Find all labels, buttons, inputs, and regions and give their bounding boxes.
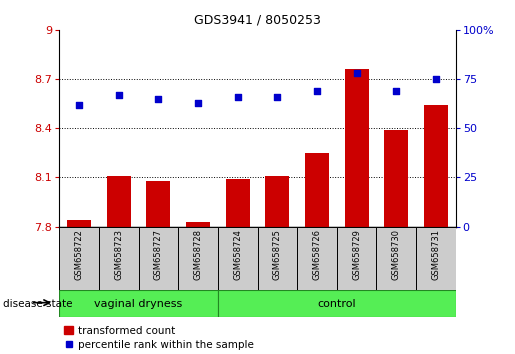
Text: GSM658722: GSM658722 (75, 229, 83, 280)
Title: GDS3941 / 8050253: GDS3941 / 8050253 (194, 13, 321, 26)
Text: GSM658723: GSM658723 (114, 229, 123, 280)
Point (194, 100, 202, 105)
Bar (99, 227, 139, 292)
Bar (218, 290, 456, 317)
Text: disease state: disease state (3, 299, 72, 309)
Bar (226, 179, 250, 227)
Text: vaginal dryness: vaginal dryness (94, 298, 183, 309)
Bar (258, 227, 297, 292)
Text: GSM658726: GSM658726 (313, 229, 321, 280)
Text: control: control (317, 298, 356, 309)
Bar (139, 227, 178, 292)
Bar (186, 222, 210, 227)
Point (154, 96, 163, 102)
Bar (424, 105, 448, 227)
Bar (345, 69, 369, 227)
Bar (305, 153, 329, 227)
Point (352, 70, 360, 76)
Text: GSM658727: GSM658727 (154, 229, 163, 280)
Legend: transformed count, percentile rank within the sample: transformed count, percentile rank withi… (64, 326, 254, 350)
Text: GSM658724: GSM658724 (233, 229, 242, 280)
Bar (416, 227, 456, 292)
Bar (337, 227, 376, 292)
Text: GSM658730: GSM658730 (392, 229, 401, 280)
Point (392, 88, 401, 94)
Bar (265, 176, 289, 227)
Text: GSM658729: GSM658729 (352, 229, 361, 280)
Point (75, 102, 83, 108)
Point (432, 76, 440, 82)
Bar (218, 227, 258, 292)
Bar (297, 227, 337, 292)
Bar (107, 176, 131, 227)
Bar (146, 181, 170, 227)
Bar (67, 220, 91, 227)
Bar (376, 227, 416, 292)
Bar (384, 130, 408, 227)
Bar (178, 227, 218, 292)
Bar (59, 290, 218, 317)
Bar (59, 227, 99, 292)
Text: GSM658731: GSM658731 (432, 229, 440, 280)
Point (234, 94, 242, 100)
Point (313, 88, 321, 94)
Text: GSM658728: GSM658728 (194, 229, 202, 280)
Text: GSM658725: GSM658725 (273, 229, 282, 280)
Point (273, 94, 281, 100)
Point (114, 92, 123, 98)
